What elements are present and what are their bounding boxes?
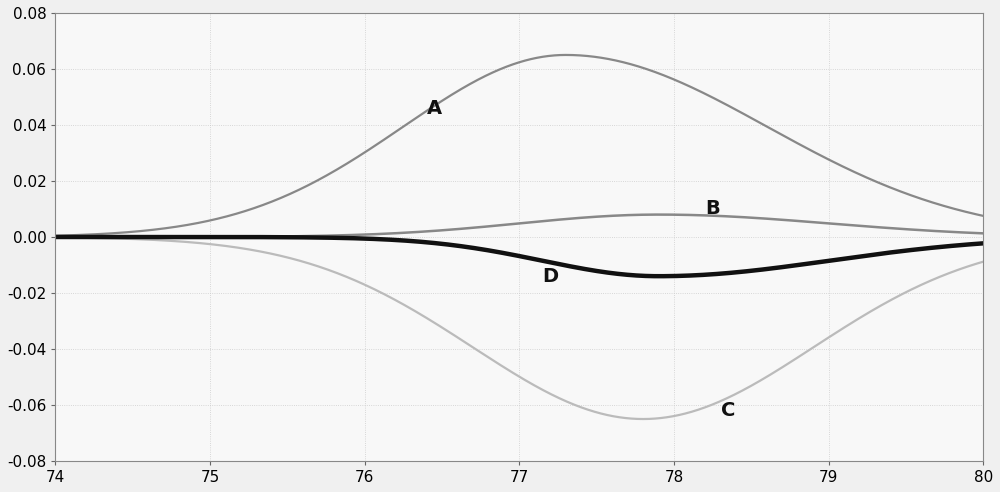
Text: D: D [542,267,558,286]
Text: B: B [705,199,720,218]
Text: C: C [721,401,735,420]
Text: A: A [427,99,442,118]
